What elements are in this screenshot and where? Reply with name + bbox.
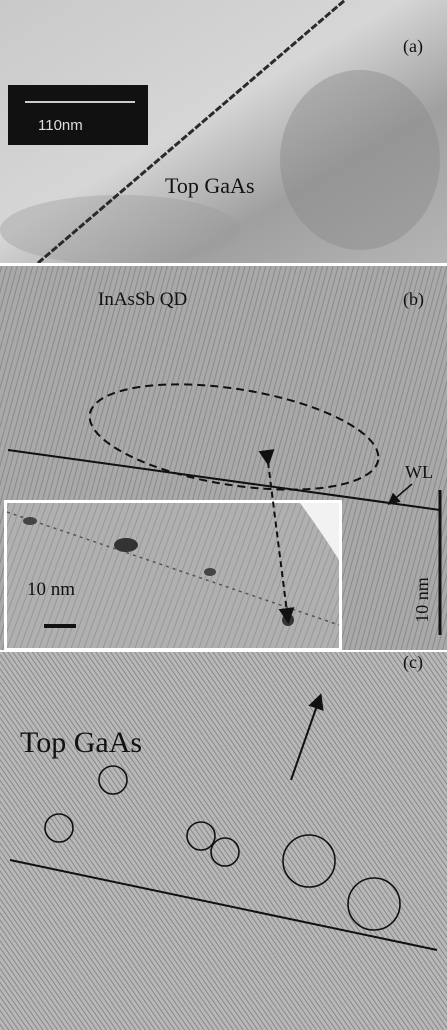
shadow: [0, 195, 240, 265]
shadow: [280, 70, 440, 250]
scale-label: 10 nm: [412, 577, 432, 623]
annotation: InAsSb QD: [98, 289, 187, 310]
dot: [114, 538, 138, 552]
separator: [0, 263, 447, 266]
panel-label: (b): [403, 289, 424, 310]
page: 110nm Top GaAs (a) InAsSb QD (b) WL 10 n…: [0, 0, 447, 1030]
annotation: Top GaAs: [165, 173, 255, 198]
scale-box: [8, 85, 148, 145]
figure: 110nm Top GaAs (a) InAsSb QD (b) WL 10 n…: [0, 0, 447, 1030]
dot: [23, 517, 37, 525]
panel-c: (c) Top GaAs: [0, 652, 447, 1030]
panel-a: 110nm Top GaAs (a): [0, 0, 447, 265]
filtered-image: [0, 652, 447, 1030]
scale-label: 10 nm: [27, 579, 75, 600]
scale-label: 110nm: [38, 117, 83, 134]
separator: [0, 650, 447, 652]
annotation: Top GaAs: [20, 726, 142, 759]
panel-label: (c): [403, 652, 423, 673]
dot: [204, 568, 216, 576]
panel-label: (a): [403, 36, 423, 57]
annotation: WL: [405, 462, 433, 482]
panel-b: InAsSb QD (b) WL 10 nm 10 nm: [0, 266, 447, 650]
